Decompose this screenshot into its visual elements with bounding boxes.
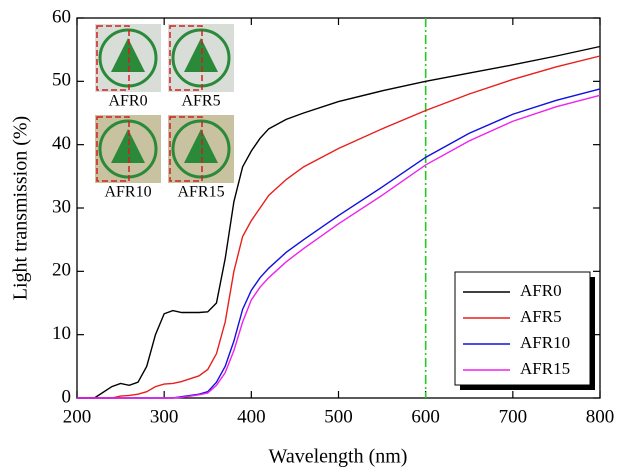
legend-label: AFR0 <box>520 281 562 300</box>
x-tick-label: 400 <box>237 406 266 427</box>
x-tick-label: 300 <box>150 406 179 427</box>
x-tick-label: 200 <box>63 406 92 427</box>
inset-label: AFR5 <box>181 93 220 110</box>
legend-label: AFR10 <box>520 333 570 352</box>
y-tick-label: 20 <box>52 260 71 281</box>
x-tick-label: 700 <box>499 406 528 427</box>
inset-label: AFR10 <box>104 184 151 201</box>
y-axis-title: Light transmission (%) <box>10 116 32 300</box>
y-tick-label: 10 <box>52 323 71 344</box>
y-tick-label: 0 <box>62 386 72 407</box>
inset-crop <box>169 116 203 182</box>
series-line <box>77 94 601 399</box>
inset-emblem <box>98 119 158 179</box>
y-tick-label: 60 <box>52 6 71 27</box>
x-axis-title: Wavelength (nm) <box>269 446 408 468</box>
inset-crop <box>96 116 130 182</box>
legend-label: AFR5 <box>520 307 562 326</box>
inset-label: AFR0 <box>108 93 147 110</box>
legend-label: AFR15 <box>520 359 570 378</box>
y-tick-label: 30 <box>52 196 71 217</box>
inset-crop <box>96 25 130 91</box>
series-line <box>77 45 601 399</box>
inset-emblem <box>171 28 231 88</box>
inset-image <box>168 115 234 183</box>
inset-image <box>168 24 234 92</box>
y-tick-label: 50 <box>52 70 71 91</box>
inset-emblem <box>98 28 158 88</box>
inset-image <box>95 115 161 183</box>
x-tick-label: 500 <box>324 406 353 427</box>
inset-emblem <box>171 119 231 179</box>
inset-tree <box>111 38 145 72</box>
x-tick-label: 800 <box>586 406 615 427</box>
inset-tree <box>184 129 218 163</box>
inset-tree <box>111 129 145 163</box>
inset-label: AFR15 <box>177 184 224 201</box>
x-tick-label: 600 <box>411 406 440 427</box>
legend-box <box>454 271 591 386</box>
y-tick-label: 40 <box>52 133 71 154</box>
inset-image <box>95 24 161 92</box>
inset-crop <box>169 25 203 91</box>
inset-tree <box>184 38 218 72</box>
series-line <box>77 55 601 399</box>
